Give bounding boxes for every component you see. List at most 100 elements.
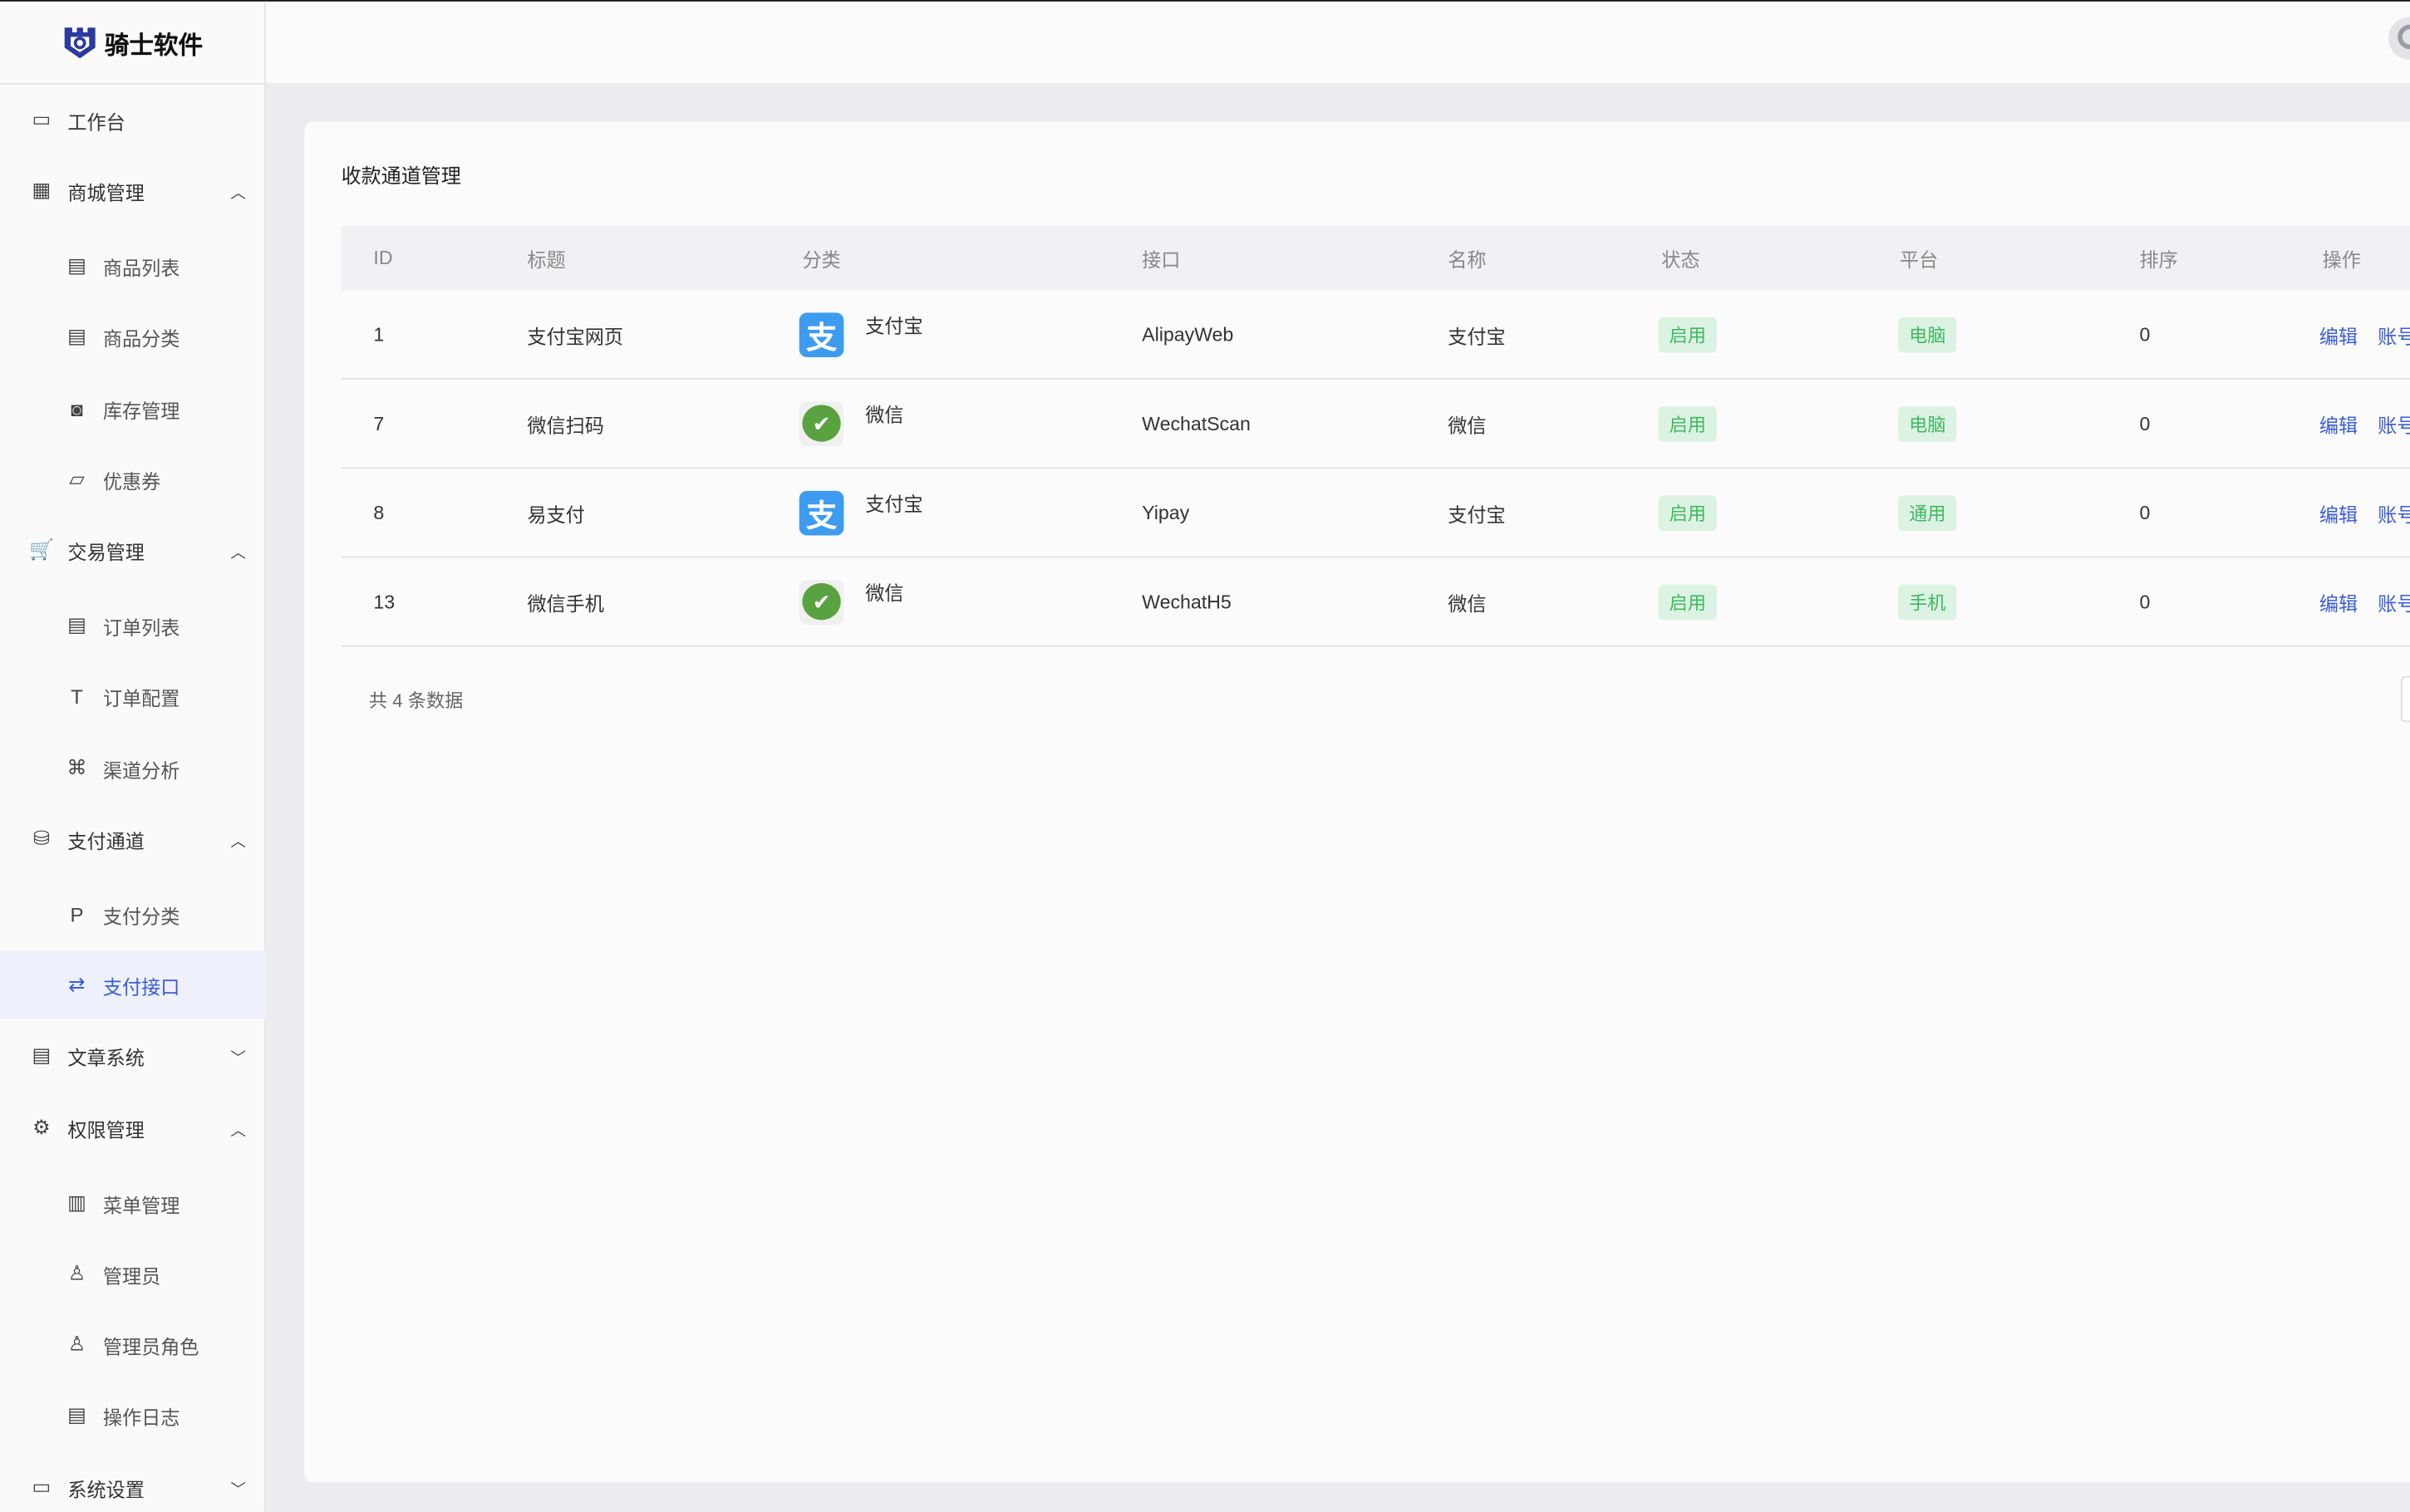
monitor-icon: ▭ bbox=[32, 107, 52, 131]
table-header: ID 标题 分类 接口 名称 状态 平台 排序 操作 bbox=[341, 225, 2410, 291]
sidebar-item-label: 订单配置 bbox=[102, 687, 180, 709]
sidebar-item-0[interactable]: ▭ 工作台 bbox=[0, 86, 266, 154]
sidebar-item-1[interactable]: ▦ 商城管理 ︿ bbox=[0, 157, 266, 224]
table-row: 7 微信扫码 ✔ 微信 WechatScan 微信 启用 电脑 0 编辑 账号 bbox=[341, 380, 2410, 469]
sidebar-item-label: 菜单管理 bbox=[102, 1194, 180, 1216]
chevron-down-icon[interactable]: ﹀ bbox=[230, 1481, 246, 1500]
config-icon: T bbox=[71, 684, 83, 708]
sidebar-item-label: 优惠券 bbox=[102, 470, 161, 493]
cell-sort: 0 bbox=[2139, 412, 2151, 434]
account-link[interactable]: 账号 bbox=[2378, 326, 2410, 347]
swap-icon: ⇄ bbox=[68, 972, 86, 996]
cell-name: 支付宝 bbox=[1448, 503, 1506, 526]
alipay-icon: 支 bbox=[799, 312, 844, 357]
sidebar-item-18[interactable]: ▤ 操作日志 bbox=[0, 1382, 266, 1449]
window-top-border bbox=[0, 0, 2410, 2]
sidebar-item-2[interactable]: ▤ 商品列表 bbox=[0, 232, 266, 299]
cell-sort: 0 bbox=[2139, 323, 2151, 346]
sidebar-item-16[interactable]: ♙ 管理员 bbox=[0, 1240, 266, 1308]
sidebar-item-label: 管理员 bbox=[102, 1265, 161, 1287]
cell-title: 支付宝网页 bbox=[527, 326, 624, 347]
platform-badge: 电脑 bbox=[1898, 405, 1957, 441]
cell-category: ✔ 微信 bbox=[799, 400, 904, 446]
platform-badge: 电脑 bbox=[1898, 316, 1957, 352]
sidebar-item-label: 库存管理 bbox=[102, 400, 180, 422]
category-label: 微信 bbox=[865, 583, 904, 606]
account-link[interactable]: 账号 bbox=[2378, 503, 2410, 526]
cell-id: 8 bbox=[373, 501, 385, 523]
sidebar-item-11[interactable]: P 支付分类 bbox=[0, 881, 266, 948]
sidebar-item-label: 交易管理 bbox=[67, 541, 145, 563]
p-icon: P bbox=[70, 902, 84, 926]
page-title: 收款通道管理 bbox=[341, 164, 461, 188]
cell-sort: 0 bbox=[2139, 501, 2151, 523]
account-link[interactable]: 账号 bbox=[2378, 592, 2410, 615]
category-label: 支付宝 bbox=[865, 494, 923, 517]
sidebar-item-label: 商城管理 bbox=[67, 182, 145, 204]
cell-category: 支支付宝 bbox=[799, 489, 923, 535]
cell-id: 1 bbox=[373, 323, 385, 346]
sidebar-item-17[interactable]: ♙ 管理员角色 bbox=[0, 1311, 266, 1378]
sidebar-item-label: 文章系统 bbox=[67, 1047, 145, 1069]
sidebar-item-label: 操作日志 bbox=[102, 1406, 180, 1429]
sidebar-item-4[interactable]: ◙ 库存管理 bbox=[0, 375, 266, 442]
sidebar-item-8[interactable]: T 订单配置 bbox=[0, 662, 266, 729]
user-role-icon: ♙ bbox=[67, 1332, 86, 1356]
total-count: 共 4 条数据 bbox=[368, 690, 464, 712]
user-avatar[interactable] bbox=[2388, 17, 2410, 61]
sidebar-item-3[interactable]: ▤ 商品分类 bbox=[0, 302, 266, 370]
chevron-up-icon[interactable]: ︿ bbox=[230, 184, 246, 203]
sidebar-item-label: 渠道分析 bbox=[102, 759, 180, 782]
sidebar-item-19[interactable]: ▭ 系统设置 ﹀ bbox=[0, 1454, 266, 1512]
chevron-up-icon[interactable]: ︿ bbox=[230, 833, 246, 851]
cell-api: AlipayWeb bbox=[1142, 323, 1234, 346]
sidebar-item-12[interactable]: ⇄ 支付接口 bbox=[0, 950, 266, 1019]
cell-category: ✔ 微信 bbox=[799, 579, 904, 624]
sidebar-item-9[interactable]: ⌘ 渠道分析 bbox=[0, 734, 266, 802]
settings-icon: ▭ bbox=[32, 1475, 52, 1499]
column-header: 操作 bbox=[2322, 249, 2361, 272]
cell-api: WechatScan bbox=[1142, 412, 1251, 434]
column-header: ID bbox=[373, 247, 393, 269]
category-label: 支付宝 bbox=[865, 316, 923, 338]
sidebar-item-14[interactable]: ⚙ 权限管理 ︿ bbox=[0, 1094, 266, 1161]
status-badge: 启用 bbox=[1658, 494, 1717, 531]
sidebar-item-15[interactable]: ▥ 菜单管理 bbox=[0, 1169, 266, 1236]
status-badge: 启用 bbox=[1658, 316, 1717, 352]
sidebar-item-13[interactable]: ▤ 文章系统 ﹀ bbox=[0, 1022, 266, 1089]
column-header: 状态 bbox=[1661, 249, 1700, 272]
sidebar-item-7[interactable]: ▤ 订单列表 bbox=[0, 592, 266, 659]
edit-link[interactable]: 编辑 bbox=[2319, 592, 2358, 615]
status-badge: 启用 bbox=[1658, 583, 1717, 620]
sidebar-item-6[interactable]: 🛒 交易管理 ︿ bbox=[0, 516, 266, 583]
logo[interactable]: 骑士软件 bbox=[0, 2, 265, 85]
sidebar-item-label: 权限管理 bbox=[67, 1119, 145, 1141]
chevron-up-icon[interactable]: ︿ bbox=[230, 1122, 246, 1140]
cell-name: 支付宝 bbox=[1448, 326, 1506, 347]
pagination[interactable] bbox=[2400, 675, 2410, 723]
channel-table: ID 标题 分类 接口 名称 状态 平台 排序 操作 1 支付宝网页 支支付宝 AlipayWe… bbox=[341, 225, 2410, 647]
brand-name: 骑士软件 bbox=[104, 32, 204, 60]
sidebar-item-label: 商品列表 bbox=[102, 257, 180, 279]
category-icon: ▤ bbox=[67, 324, 86, 347]
edit-link[interactable]: 编辑 bbox=[2319, 415, 2358, 437]
sidebar-item-label: 支付分类 bbox=[102, 906, 180, 928]
edit-link[interactable]: 编辑 bbox=[2319, 326, 2358, 347]
order-list-icon: ▤ bbox=[67, 612, 86, 636]
column-header: 标题 bbox=[527, 249, 566, 272]
sidebar-item-5[interactable]: ▱ 优惠券 bbox=[0, 445, 266, 513]
cart-icon: 🛒 bbox=[28, 538, 54, 562]
wechat-icon: ✔ bbox=[799, 400, 844, 446]
chevron-down-icon[interactable]: ﹀ bbox=[230, 1050, 246, 1068]
column-header: 排序 bbox=[2139, 249, 2178, 272]
platform-badge: 手机 bbox=[1898, 583, 1957, 620]
chevron-up-icon[interactable]: ︿ bbox=[230, 544, 246, 562]
sidebar-item-10[interactable]: ⛁ 支付通道 ︿ bbox=[0, 805, 266, 872]
cell-category: 支支付宝 bbox=[799, 312, 923, 357]
column-header: 名称 bbox=[1448, 249, 1487, 272]
edit-link[interactable]: 编辑 bbox=[2319, 503, 2358, 526]
menu-icon: ▥ bbox=[67, 1190, 86, 1215]
account-link[interactable]: 账号 bbox=[2378, 415, 2410, 437]
cell-title: 微信扫码 bbox=[527, 415, 604, 437]
category-label: 微信 bbox=[865, 405, 904, 427]
